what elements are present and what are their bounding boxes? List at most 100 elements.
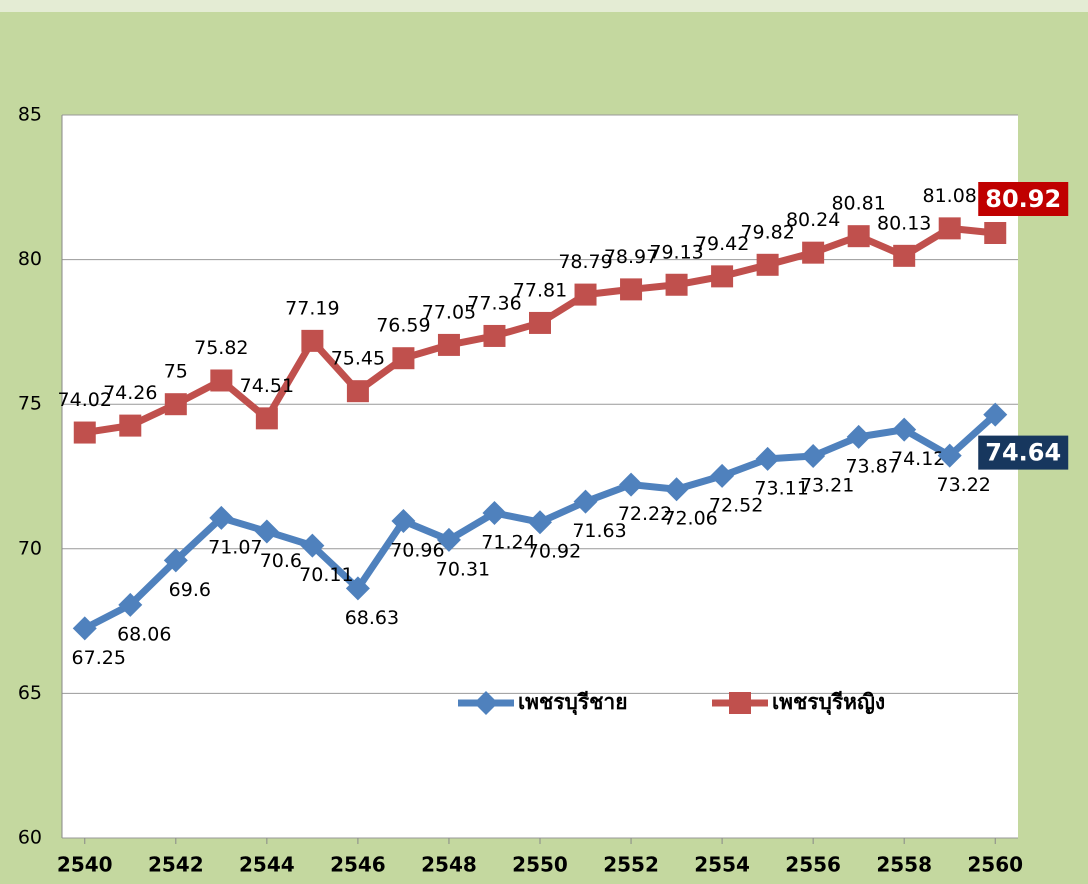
value-label: 77.05 [422,301,476,323]
y-tick-label: 65 [18,682,42,704]
data-point [437,333,460,356]
y-tick-label: 60 [18,827,42,849]
value-label: 78.97 [604,246,658,268]
data-point [573,489,598,514]
y-tick-label: 75 [18,393,42,415]
data-point [73,421,96,444]
data-point [983,402,1008,427]
value-label: 73.21 [800,474,854,496]
y-tick-label: 70 [18,537,42,559]
x-tick-label: 2542 [148,853,204,877]
value-label: 72.22 [618,503,672,525]
x-tick-label: 2550 [512,853,568,877]
value-label: 79.82 [740,221,794,243]
data-point [210,369,233,392]
value-label: 79.13 [649,241,703,263]
data-point [755,446,780,471]
value-label: 72.06 [663,508,717,530]
legend-label: เพชรบุรีชาย [518,690,628,716]
value-label: 70.31 [436,558,490,580]
value-label: 76.59 [376,315,430,337]
data-point [664,477,689,502]
value-label: 73.11 [754,477,808,499]
data-point [574,283,597,306]
data-point [937,443,962,468]
data-point [163,548,188,573]
x-tick-label: 2544 [239,853,295,877]
value-label: 70.11 [299,564,353,586]
legend-marker [729,692,751,714]
y-tick-label: 80 [18,248,42,270]
data-point [346,380,369,403]
value-label: 73.87 [845,455,899,477]
value-label: 80.81 [831,193,885,215]
value-label-box [978,181,1069,216]
value-label: 74.51 [240,375,294,397]
x-tick-label: 2560 [967,853,1023,877]
data-point [72,616,97,641]
value-label: 74.64 [985,439,1061,467]
value-label: 70.6 [260,550,302,572]
value-label: 70.92 [527,541,581,563]
value-label: 80.24 [786,209,840,231]
data-point [391,509,416,534]
data-point [301,329,324,352]
x-tick-label: 2556 [785,853,841,877]
value-label: 78.79 [558,251,612,273]
data-point [892,417,917,442]
data-point [801,443,826,468]
legend-label: เพชรบุรีหญิง [772,690,885,716]
data-point [528,510,552,535]
data-point [711,265,734,288]
data-point [984,221,1007,244]
value-label: 71.07 [208,536,262,558]
value-label: 80.13 [877,212,931,234]
value-label: 71.63 [572,520,626,542]
y-tick-label: 85 [18,104,42,126]
value-label: 68.06 [117,623,171,645]
value-label: 81.08 [923,185,977,207]
value-label: 72.52 [709,494,763,516]
x-tick-label: 2558 [876,853,932,877]
data-point [529,311,551,334]
value-label: 74.26 [103,382,157,404]
data-point [802,241,825,264]
data-point [118,592,143,617]
x-tick-label: 2546 [330,853,386,877]
value-label: 73.22 [937,474,991,496]
value-label: 80.92 [985,185,1061,213]
data-point [847,225,870,248]
data-point [756,253,779,276]
value-label: 77.19 [285,297,339,319]
data-point [482,500,507,525]
data-point [619,472,644,497]
data-point [254,519,279,544]
data-point [938,217,961,240]
value-label: 69.6 [169,579,211,601]
data-point [483,324,506,347]
value-label: 74.02 [58,389,112,411]
data-point [164,393,187,416]
top-strip [0,0,1088,12]
data-point [846,424,871,449]
value-label: 75.82 [194,337,248,359]
data-point [893,244,916,267]
value-label: 74.12 [891,448,945,470]
data-point [300,533,325,558]
data-point [345,576,370,601]
x-tick-label: 2540 [57,853,113,877]
value-label: 75.45 [331,348,385,370]
data-point [392,347,415,370]
value-label: 79.42 [695,233,749,255]
value-label: 67.25 [72,647,126,669]
value-label: 77.36 [467,292,521,314]
x-tick-label: 2552 [603,853,659,877]
x-tick-label: 2554 [694,853,750,877]
data-point [209,505,234,530]
value-label: 77.81 [513,279,567,301]
value-label: 68.63 [345,607,399,629]
x-tick-label: 2548 [421,853,477,877]
value-label-box [978,435,1069,470]
legend-marker [474,691,498,715]
